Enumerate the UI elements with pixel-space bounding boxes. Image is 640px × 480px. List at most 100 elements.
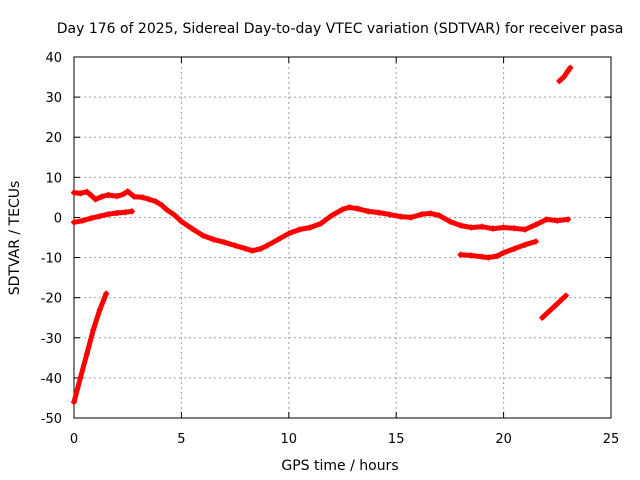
track-1-point bbox=[457, 222, 464, 229]
track-1-point bbox=[307, 224, 314, 231]
track-1-point bbox=[221, 239, 228, 246]
y-tick-label: 10 bbox=[45, 171, 62, 186]
track-1-point bbox=[242, 245, 249, 252]
track-5-point bbox=[558, 296, 565, 303]
track-2-point bbox=[88, 215, 95, 222]
x-axis-ticks: 0 5 10 15 20 25 bbox=[70, 57, 619, 447]
y-tick-label: -20 bbox=[41, 292, 62, 307]
track-1-point bbox=[376, 209, 383, 216]
track-1-point bbox=[354, 205, 361, 212]
track-1-point bbox=[446, 218, 453, 225]
y-tick-label: 40 bbox=[45, 51, 62, 66]
track-1-point bbox=[285, 230, 292, 237]
track-1-point bbox=[178, 218, 185, 225]
track-1-point bbox=[296, 226, 303, 233]
track-1-point bbox=[532, 221, 539, 228]
track-1-point bbox=[71, 189, 77, 196]
track-2-point bbox=[105, 211, 112, 218]
track-2-point bbox=[122, 209, 129, 216]
y-tick-label: 20 bbox=[45, 131, 62, 146]
x-tick-label: 20 bbox=[495, 432, 512, 447]
track-6-point bbox=[567, 64, 574, 71]
track-4-point bbox=[457, 251, 464, 258]
track-3-point bbox=[96, 306, 103, 313]
chart-title: Day 176 of 2025, Sidereal Day-to-day VTE… bbox=[57, 21, 624, 37]
y-tick-label: 0 bbox=[54, 211, 62, 226]
track-5-point bbox=[552, 302, 559, 309]
track-6-point bbox=[565, 68, 572, 75]
track-1-point bbox=[83, 188, 90, 195]
track-1-point bbox=[146, 196, 153, 203]
x-axis-label: GPS time / hours bbox=[281, 458, 398, 474]
track-4-point bbox=[500, 249, 507, 256]
track-6-point bbox=[556, 78, 563, 85]
track-1-point bbox=[163, 206, 170, 213]
track-1-point bbox=[159, 202, 166, 209]
track-1-point bbox=[397, 213, 404, 220]
track-4-point bbox=[468, 252, 475, 259]
track-2-point bbox=[128, 208, 135, 215]
track-3-line bbox=[71, 291, 109, 405]
track-1-point bbox=[98, 193, 105, 200]
track-1-point bbox=[257, 245, 264, 252]
track-1-point bbox=[77, 190, 84, 197]
track-4-point bbox=[511, 245, 518, 252]
track-1-point bbox=[500, 224, 507, 231]
track-1-point bbox=[318, 220, 325, 227]
track-1-point bbox=[543, 216, 550, 223]
track-1-point bbox=[249, 247, 256, 254]
track-1-point bbox=[171, 212, 178, 219]
track-1-point bbox=[139, 194, 146, 201]
track-1-point bbox=[408, 214, 415, 221]
y-axis-ticks: -50 -40 -30 -20 -10 0 10 20 30 40 bbox=[41, 51, 611, 427]
track-1-point bbox=[275, 236, 282, 243]
track-1-point bbox=[522, 226, 529, 233]
y-tick-label: -10 bbox=[41, 252, 62, 267]
y-tick-label: 30 bbox=[45, 91, 62, 106]
track-1-point bbox=[479, 223, 486, 230]
track-1-point bbox=[436, 212, 443, 219]
track-1-point bbox=[565, 216, 572, 223]
track-1-point bbox=[105, 191, 112, 198]
track-1-point bbox=[88, 192, 95, 199]
x-tick-label: 25 bbox=[603, 432, 620, 447]
track-2-point bbox=[96, 213, 103, 220]
track-4-point bbox=[479, 253, 486, 260]
track-1-point bbox=[131, 193, 138, 200]
track-1-point bbox=[418, 211, 425, 218]
track-3-point bbox=[83, 350, 90, 357]
data-series bbox=[71, 64, 574, 405]
track-3-point bbox=[77, 374, 84, 381]
track-1-point bbox=[124, 188, 131, 195]
track-1-point bbox=[489, 225, 496, 232]
track-3-point bbox=[103, 290, 110, 297]
track-1-point bbox=[328, 212, 335, 219]
track-1-point bbox=[264, 242, 271, 249]
track-1-point bbox=[468, 224, 475, 231]
track-2-point bbox=[79, 217, 86, 224]
x-tick-label: 15 bbox=[388, 432, 405, 447]
y-tick-label: -30 bbox=[41, 332, 62, 347]
x-tick-label: 10 bbox=[281, 432, 298, 447]
plot-frame bbox=[73, 56, 612, 419]
track-3-point bbox=[90, 326, 97, 333]
x-tick-label: 0 bbox=[70, 432, 78, 447]
track-1-point bbox=[152, 198, 159, 205]
track-1-point bbox=[189, 225, 196, 232]
y-axis-label: SDTVAR / TECUs bbox=[7, 181, 23, 296]
track-5-point bbox=[539, 314, 546, 321]
track-1-point bbox=[386, 211, 393, 218]
track-1-point bbox=[339, 206, 346, 213]
track-1-point bbox=[113, 193, 120, 200]
track-1-point bbox=[92, 196, 99, 203]
y-tick-label: -50 bbox=[41, 412, 62, 427]
track-1-point bbox=[427, 210, 434, 217]
track-1-point bbox=[210, 236, 217, 243]
track-5-point bbox=[545, 308, 552, 315]
track-1-point bbox=[554, 217, 561, 224]
track-2-point bbox=[71, 219, 77, 226]
track-6-line bbox=[556, 65, 573, 84]
track-6-point bbox=[560, 74, 567, 81]
grid-lines bbox=[74, 57, 611, 418]
